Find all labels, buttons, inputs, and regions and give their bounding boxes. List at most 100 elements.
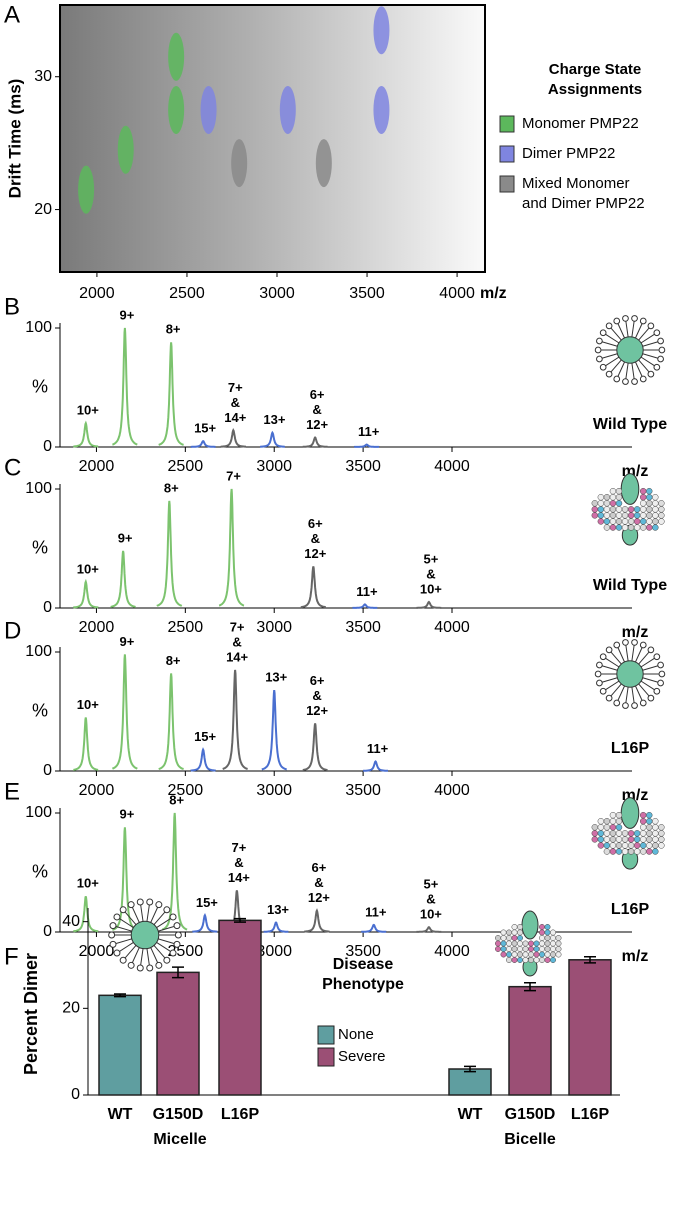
icon-tail	[601, 665, 618, 671]
icon-tail	[604, 680, 620, 691]
icon-head	[658, 670, 666, 678]
peak-label: 6+	[310, 387, 325, 402]
icon-tail	[638, 683, 650, 697]
error-bar	[172, 966, 184, 979]
icon-head	[163, 956, 171, 964]
x-tick-label: 2000	[79, 458, 115, 475]
icon-lipid	[550, 935, 556, 941]
legend-swatch	[499, 115, 515, 133]
icon-lipid	[506, 957, 512, 963]
icon-lipid	[615, 506, 623, 513]
icon-head	[647, 370, 655, 378]
icon-head	[653, 329, 661, 337]
spot	[117, 125, 134, 174]
icon-tail	[631, 644, 635, 662]
icon-lipid	[591, 506, 599, 513]
x-tick-label: 3500	[345, 782, 381, 799]
icon-tail	[625, 686, 629, 704]
panel-letter: D	[4, 617, 21, 644]
icon-head	[109, 940, 117, 948]
icon-head	[613, 641, 621, 649]
icon-lipid	[550, 951, 556, 958]
icon-tail	[642, 677, 659, 683]
icon-head	[596, 661, 603, 669]
peak	[158, 342, 184, 446]
panel-letter: C	[4, 454, 21, 481]
icon-lipid	[639, 842, 647, 849]
icon-lipid	[639, 500, 647, 507]
icon-lipid	[652, 512, 659, 519]
icon-head	[653, 363, 661, 371]
icon-head	[647, 322, 655, 330]
y-tick-label: 100	[25, 480, 52, 497]
x-tick-label: 3000	[256, 458, 292, 475]
icon-lipid	[591, 830, 599, 837]
icon-lipid	[597, 518, 605, 525]
icon-lipid	[539, 940, 545, 947]
icon-lipid	[500, 951, 507, 958]
icon-lipid	[495, 946, 501, 952]
icon-lipid	[522, 940, 529, 947]
icon-lipid	[603, 830, 611, 837]
peak	[158, 673, 184, 770]
icon-lipid	[646, 811, 653, 819]
icon-head	[647, 646, 655, 654]
peak	[222, 669, 248, 770]
icon-protein	[620, 797, 640, 829]
icon-head	[653, 653, 661, 661]
peak-label: 13+	[267, 902, 289, 917]
x-tick-label: 3000	[256, 943, 292, 960]
icon-lipid	[500, 935, 507, 941]
y-tick-label: 100	[25, 643, 52, 660]
icon-tail	[118, 917, 134, 928]
y-tick-label: 0	[43, 599, 52, 616]
icon-lipid	[652, 818, 659, 825]
y-tick-label: 100	[25, 804, 52, 821]
icon-lipid	[627, 842, 635, 849]
peak-label: 12+	[306, 417, 328, 432]
icon-lipid	[658, 518, 665, 525]
icon-head	[605, 370, 613, 378]
icon-lipid	[506, 946, 512, 952]
icon-lipid	[495, 940, 501, 947]
icon-lipid	[555, 940, 562, 947]
icon-lipid	[597, 830, 605, 837]
peak-label: &	[231, 395, 240, 410]
icon-lipid	[522, 951, 529, 958]
icon-lipid	[609, 494, 617, 501]
icon-lipid	[621, 524, 629, 531]
icon-head	[596, 679, 603, 687]
error-bar	[584, 956, 596, 964]
icon-tail	[617, 322, 625, 339]
peak-label: 10+	[77, 403, 99, 418]
peak-label: &	[232, 634, 241, 649]
peak-label: 10+	[77, 561, 99, 576]
peak-label: 8+	[164, 480, 179, 495]
x-tick-label: L16P	[221, 1106, 260, 1123]
icon-lipid	[528, 946, 534, 952]
peak-label: &	[312, 402, 321, 417]
x-tick-label: 3500	[345, 943, 381, 960]
peak	[110, 550, 136, 608]
legend-title: Disease Phenotype	[322, 956, 404, 993]
peak-label: 10+	[77, 876, 99, 891]
icon-head	[631, 639, 638, 646]
icon-head	[136, 898, 144, 906]
icon-tail	[642, 341, 659, 347]
icon-lipid	[646, 842, 653, 849]
icon-lipid	[646, 487, 653, 495]
peak	[73, 896, 99, 933]
icon-head	[639, 375, 647, 383]
icon-lipid	[639, 487, 647, 495]
panel-letter: F	[4, 943, 19, 970]
icon-lipid	[658, 836, 665, 843]
icon-lipid	[615, 487, 623, 495]
icon-head	[599, 363, 607, 371]
peak-label: 5+	[423, 551, 438, 566]
icon-lipid	[539, 946, 545, 952]
icon-lipid	[658, 512, 665, 519]
icon-tail	[115, 925, 132, 932]
icon-tail	[604, 657, 620, 668]
peak-label: 6+	[310, 673, 325, 688]
icon-lipid	[646, 500, 653, 507]
